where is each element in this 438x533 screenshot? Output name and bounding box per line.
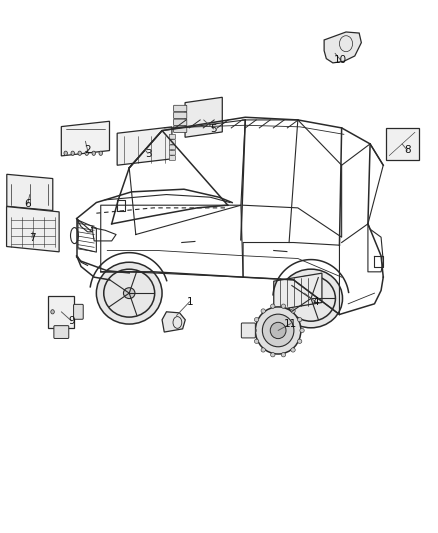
Ellipse shape xyxy=(124,288,135,298)
Ellipse shape xyxy=(297,339,302,343)
Polygon shape xyxy=(162,312,185,332)
Text: 4: 4 xyxy=(313,297,320,307)
Polygon shape xyxy=(7,174,53,211)
Ellipse shape xyxy=(255,307,301,354)
FancyBboxPatch shape xyxy=(173,105,187,111)
FancyBboxPatch shape xyxy=(169,140,175,144)
Ellipse shape xyxy=(281,353,286,357)
Text: 5: 5 xyxy=(210,124,217,134)
Ellipse shape xyxy=(85,151,88,156)
FancyBboxPatch shape xyxy=(173,126,187,132)
FancyBboxPatch shape xyxy=(173,112,187,118)
FancyBboxPatch shape xyxy=(54,326,69,338)
Ellipse shape xyxy=(64,151,67,156)
Polygon shape xyxy=(117,127,172,165)
Polygon shape xyxy=(185,97,223,137)
Ellipse shape xyxy=(291,348,295,352)
FancyBboxPatch shape xyxy=(169,150,175,155)
Polygon shape xyxy=(274,273,322,310)
FancyBboxPatch shape xyxy=(169,134,175,139)
Text: 8: 8 xyxy=(404,146,411,155)
FancyBboxPatch shape xyxy=(74,304,83,319)
Ellipse shape xyxy=(71,151,74,156)
FancyBboxPatch shape xyxy=(169,156,175,160)
Ellipse shape xyxy=(300,328,304,333)
Ellipse shape xyxy=(279,269,343,328)
Text: 3: 3 xyxy=(145,149,152,158)
Ellipse shape xyxy=(261,348,265,352)
Ellipse shape xyxy=(261,309,265,313)
Ellipse shape xyxy=(262,314,294,347)
Ellipse shape xyxy=(254,318,259,322)
FancyBboxPatch shape xyxy=(241,323,255,338)
Text: 9: 9 xyxy=(68,316,75,326)
FancyBboxPatch shape xyxy=(169,145,175,150)
Ellipse shape xyxy=(92,151,95,156)
Ellipse shape xyxy=(305,293,317,304)
Ellipse shape xyxy=(270,322,286,338)
Text: 6: 6 xyxy=(24,199,31,209)
Text: 2: 2 xyxy=(84,146,91,155)
Text: 7: 7 xyxy=(28,233,35,243)
Ellipse shape xyxy=(51,310,54,314)
Ellipse shape xyxy=(78,151,81,156)
Ellipse shape xyxy=(99,151,102,156)
Polygon shape xyxy=(48,296,74,328)
Ellipse shape xyxy=(254,339,259,343)
Text: 10: 10 xyxy=(334,55,347,65)
Ellipse shape xyxy=(96,262,162,324)
Polygon shape xyxy=(324,32,361,63)
Ellipse shape xyxy=(271,304,275,308)
Polygon shape xyxy=(386,128,419,160)
FancyBboxPatch shape xyxy=(173,119,187,125)
Polygon shape xyxy=(61,122,110,156)
Text: 11: 11 xyxy=(284,319,297,328)
Polygon shape xyxy=(7,207,59,252)
Ellipse shape xyxy=(291,309,295,313)
Ellipse shape xyxy=(271,353,275,357)
Ellipse shape xyxy=(252,328,256,333)
Ellipse shape xyxy=(281,304,286,308)
Text: 1: 1 xyxy=(186,297,193,306)
Ellipse shape xyxy=(297,318,302,322)
